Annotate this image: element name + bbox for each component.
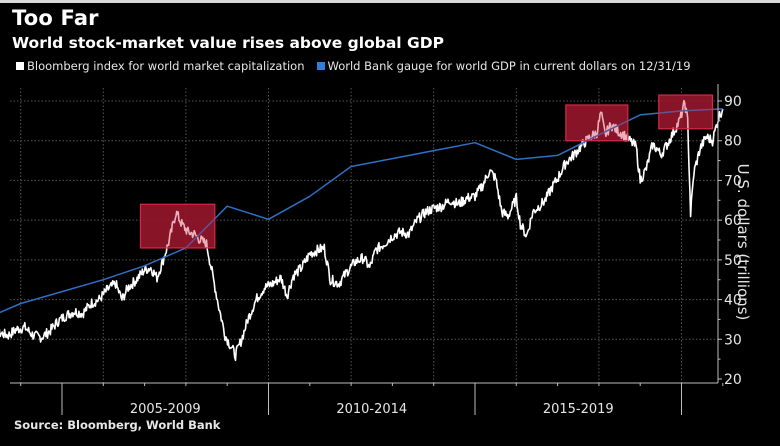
series-line-gdp <box>0 108 723 314</box>
y-tick-label-70: 70 <box>724 173 742 189</box>
legend-swatch-gdp <box>316 62 325 70</box>
highlight-box-overlay-3 <box>658 94 714 130</box>
source-note: Source: Bloomberg, World Bank <box>14 418 221 432</box>
legend-label-gdp: World Bank gauge for world GDP in curren… <box>327 59 691 73</box>
y-tick-label-30: 30 <box>724 332 742 348</box>
y-tick-label-60: 60 <box>724 213 742 229</box>
y-tick-label-50: 50 <box>724 253 742 269</box>
series-line-market-cap <box>0 99 724 362</box>
highlight-box-overlay-2 <box>565 104 629 142</box>
y-tick-label-40: 40 <box>724 293 742 309</box>
chart-subtitle: World stock-market value rises above glo… <box>12 34 444 52</box>
legend: Bloomberg index for world market capital… <box>16 59 691 73</box>
legend-swatch-market-cap <box>16 62 24 70</box>
x-period-label-2: 2010-2014 <box>336 402 407 417</box>
y-tick-label-80: 80 <box>724 134 742 150</box>
legend-item-market-cap: Bloomberg index for world market capital… <box>16 59 305 73</box>
legend-item-gdp: World Bank gauge for world GDP in curren… <box>316 59 691 73</box>
legend-label-market-cap: Bloomberg index for world market capital… <box>27 59 305 73</box>
series-lines <box>0 99 724 362</box>
x-period-label-1: 2005-2009 <box>130 402 201 417</box>
highlight-overlays <box>139 94 714 249</box>
y-tick-label-90: 90 <box>724 94 742 110</box>
x-period-label-3: 2015-2019 <box>543 402 614 417</box>
y-tick-label-20: 20 <box>724 372 742 388</box>
top-rule <box>0 0 780 3</box>
highlight-box-overlay-1 <box>139 203 216 249</box>
axes: 20 30 40 50 60 70 80 90 2005-2009 2010-2014 2015-2… <box>10 84 742 417</box>
chart-title: Too Far <box>12 6 99 30</box>
y-axis-label: U.S. dollars (trillions) <box>734 164 752 321</box>
